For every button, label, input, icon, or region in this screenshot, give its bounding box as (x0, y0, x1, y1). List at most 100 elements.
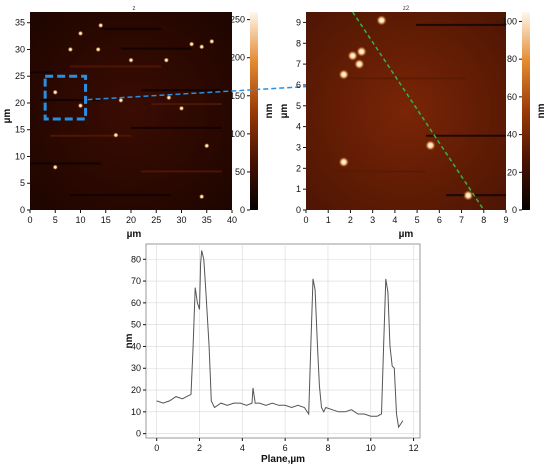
image2-scan-streaks (326, 23, 506, 197)
x-tick-label: 10 (75, 215, 85, 225)
profile-trace (156, 250, 404, 429)
y-tick-label: 25 (15, 71, 25, 81)
colorbar-tick-label: 100 (502, 16, 517, 26)
y-tick-label: 30 (131, 363, 141, 373)
y-tick-label: 20 (131, 385, 141, 395)
particle (338, 69, 349, 80)
particle (338, 157, 349, 168)
x-tick-label: 8 (325, 443, 330, 453)
particle (118, 97, 124, 103)
particle (113, 132, 119, 138)
x-tick-label: 1 (326, 215, 331, 225)
particle (77, 103, 84, 109)
x-tick-label: 0 (154, 443, 159, 453)
colorbar-tick-label: 20 (507, 167, 517, 177)
colorbar2-label: nm (536, 103, 547, 118)
particle (425, 140, 436, 151)
particle (95, 46, 101, 53)
x-tick-label: 5 (53, 215, 58, 225)
x-tick-label: 0 (27, 215, 32, 225)
y-tick-label: 9 (296, 17, 301, 27)
y-tick-label: 40 (131, 341, 141, 351)
x-tick-label: 0 (303, 215, 308, 225)
profile-ylabel: nm (124, 333, 135, 348)
image1-title: z (133, 6, 136, 12)
particle (98, 22, 104, 28)
y-tick-label: 7 (296, 59, 301, 69)
y-tick-label: 10 (131, 407, 141, 417)
particle (67, 46, 73, 53)
y-tick-label: 15 (15, 125, 25, 135)
y-tick-label: 0 (20, 205, 25, 215)
particle (356, 46, 367, 57)
scan-streak (70, 65, 162, 68)
particle (178, 105, 185, 111)
colorbar-tick-label: 40 (507, 130, 517, 140)
particle (189, 41, 195, 47)
particle (199, 44, 205, 50)
particle (209, 38, 215, 45)
y-tick-label: 4 (296, 122, 301, 132)
image2-ylabel: µm (279, 104, 290, 119)
scan-streak (100, 27, 162, 30)
colorbar-tick-label: 100 (230, 129, 245, 139)
profile-xlabel: Plane,µm (261, 454, 305, 465)
y-tick-label: 30 (15, 44, 25, 54)
particle (77, 30, 84, 37)
y-tick-label: 5 (296, 101, 301, 111)
particle (52, 89, 58, 95)
x-tick-label: 25 (151, 215, 161, 225)
colorbar2 (522, 12, 530, 210)
y-tick-label: 2 (296, 163, 301, 173)
x-tick-label: 6 (437, 215, 442, 225)
particle (354, 59, 365, 70)
colorbar-tick-label: 250 (230, 15, 245, 25)
scan-streak (326, 170, 426, 173)
y-tick-label: 1 (296, 184, 301, 194)
x-tick-label: 4 (392, 215, 397, 225)
x-tick-label: 35 (202, 215, 212, 225)
y-tick-label: 60 (131, 298, 141, 308)
particle (52, 164, 58, 170)
image1-xlabel: µm (127, 229, 142, 240)
scan-streak (30, 162, 101, 165)
selection-box (43, 74, 88, 121)
scan-streak (50, 134, 132, 137)
scan-streak (141, 170, 222, 173)
x-tick-label: 2 (197, 443, 202, 453)
particle (463, 190, 474, 201)
colorbar-tick-label: 60 (507, 92, 517, 102)
scan-streak (40, 99, 101, 102)
y-tick-label: 35 (15, 18, 25, 28)
x-tick-label: 8 (481, 215, 486, 225)
colorbar-tick-label: 150 (230, 91, 245, 101)
image1-scan-streaks (30, 27, 222, 197)
y-tick-label: 10 (15, 151, 25, 161)
colorbar-tick-label: 200 (230, 53, 245, 63)
x-tick-label: 2 (348, 215, 353, 225)
scan-streak (131, 126, 222, 129)
x-tick-label: 4 (240, 443, 245, 453)
scan-streak (346, 77, 466, 80)
y-tick-label: 6 (296, 80, 301, 90)
x-tick-label: 3 (370, 215, 375, 225)
colorbar-tick-label: 50 (235, 167, 245, 177)
x-tick-label: 15 (101, 215, 111, 225)
y-tick-label: 0 (136, 429, 141, 439)
scan-streak (141, 89, 222, 92)
image2-title: z2 (403, 6, 410, 12)
colorbar1 (250, 12, 258, 210)
x-tick-label: 5 (415, 215, 420, 225)
x-tick-label: 20 (126, 215, 136, 225)
x-tick-label: 7 (459, 215, 464, 225)
x-tick-label: 9 (503, 215, 508, 225)
x-tick-label: 30 (176, 215, 186, 225)
particle (163, 57, 169, 63)
x-tick-label: 6 (283, 443, 288, 453)
zoom-arrow (87, 80, 325, 101)
image1-ylabel: µm (2, 109, 13, 124)
x-tick-label: 10 (366, 443, 376, 453)
scan-streak (70, 194, 172, 197)
y-tick-label: 8 (296, 38, 301, 48)
